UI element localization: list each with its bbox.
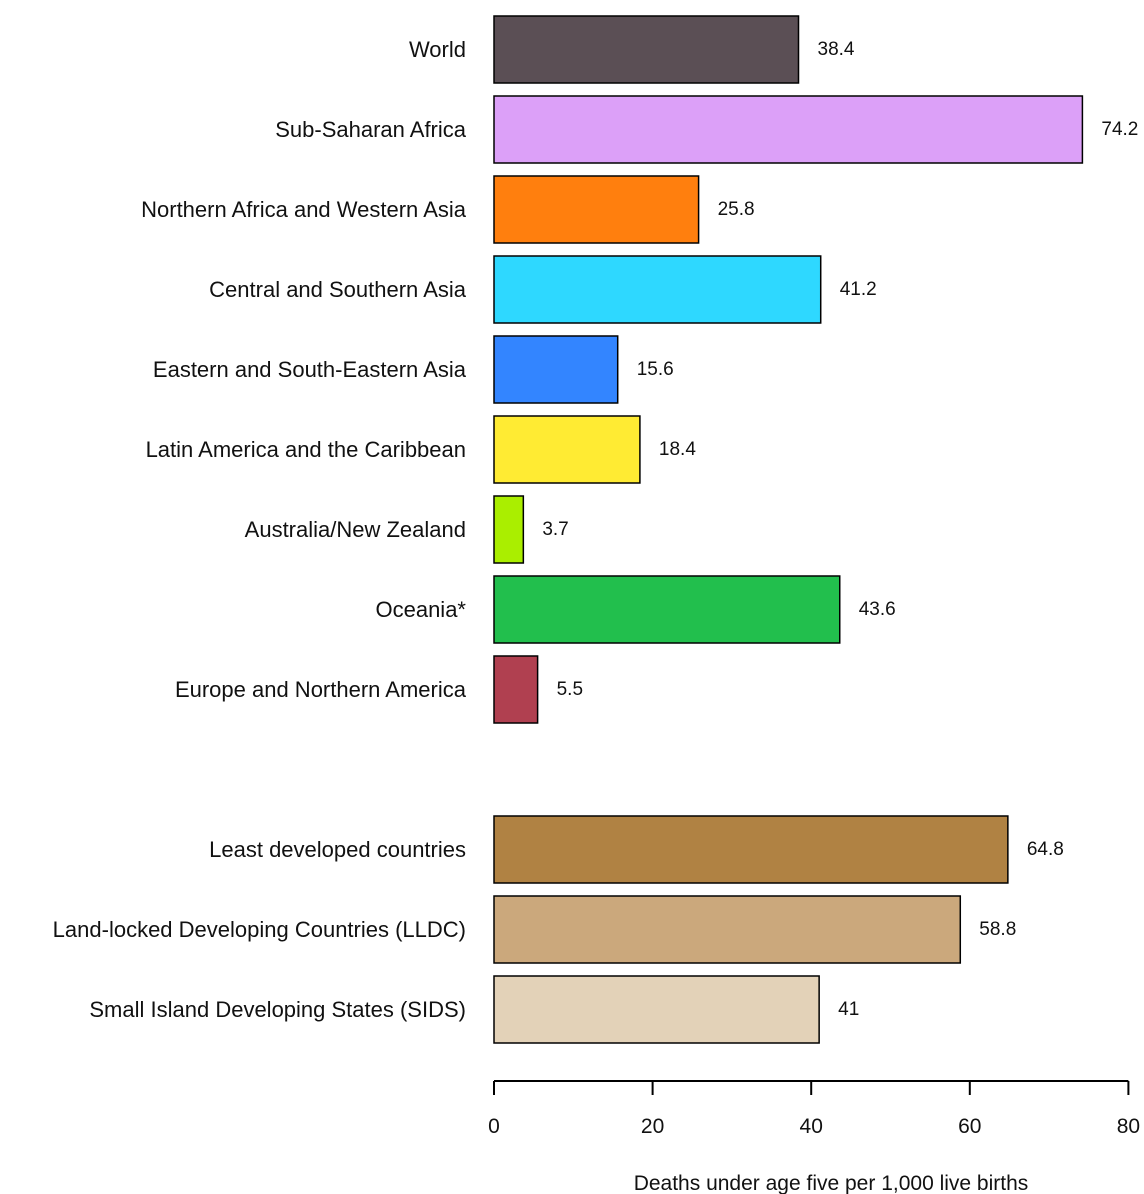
x-axis-ticks: 0 20 40 60 80	[488, 1081, 1140, 1138]
category-label: Australia/New Zealand	[245, 517, 466, 542]
category-label: Least developed countries	[209, 837, 466, 862]
bar	[493, 575, 841, 644]
data-label: 41	[838, 999, 859, 1020]
bar	[493, 895, 962, 964]
data-label: 5.5	[557, 679, 583, 700]
bar	[493, 495, 525, 564]
category-label: Europe and Northern America	[175, 677, 467, 702]
bar	[493, 975, 820, 1044]
data-label: 25.8	[718, 199, 755, 220]
category-label: Land-locked Developing Countries (LLDC)	[53, 917, 466, 942]
bars-layer: World 38.4 Sub-Saharan Africa 74.2 Northern …	[53, 15, 1138, 1044]
data-label: 38.4	[818, 39, 855, 60]
data-label: 43.6	[859, 599, 896, 620]
bar	[493, 655, 539, 724]
x-tick-label: 60	[958, 1115, 981, 1138]
bar	[493, 815, 1009, 884]
x-tick-label: 0	[488, 1115, 500, 1138]
category-label: Latin America and the Caribbean	[146, 437, 466, 462]
x-tick-label: 20	[641, 1115, 664, 1138]
data-label: 3.7	[542, 519, 568, 540]
bar	[493, 15, 800, 84]
category-label: Oceania*	[375, 597, 466, 622]
bar	[493, 335, 619, 404]
data-label: 15.6	[637, 359, 674, 380]
bar	[493, 95, 1084, 164]
category-label: Eastern and South-Eastern Asia	[153, 357, 467, 382]
data-label: 18.4	[659, 439, 696, 460]
category-label: Central and Southern Asia	[209, 277, 467, 302]
x-tick-label: 80	[1117, 1115, 1140, 1138]
bar	[493, 255, 822, 324]
data-label: 58.8	[979, 919, 1016, 940]
bar	[493, 175, 700, 244]
data-label: 41.2	[840, 279, 877, 300]
category-label: World	[409, 37, 466, 62]
category-label: Small Island Developing States (SIDS)	[89, 997, 466, 1022]
x-axis-title: Deaths under age five per 1,000 live bir…	[634, 1172, 1029, 1194]
x-tick-label: 40	[800, 1115, 823, 1138]
category-label: Northern Africa and Western Asia	[141, 197, 467, 222]
x-axis: 0 20 40 60 80 Deaths under age five per 1,00…	[488, 1080, 1140, 1194]
data-label: 74.2	[1101, 119, 1138, 140]
category-label: Sub-Saharan Africa	[275, 117, 467, 142]
bar	[493, 415, 641, 484]
data-label: 64.8	[1027, 839, 1064, 860]
